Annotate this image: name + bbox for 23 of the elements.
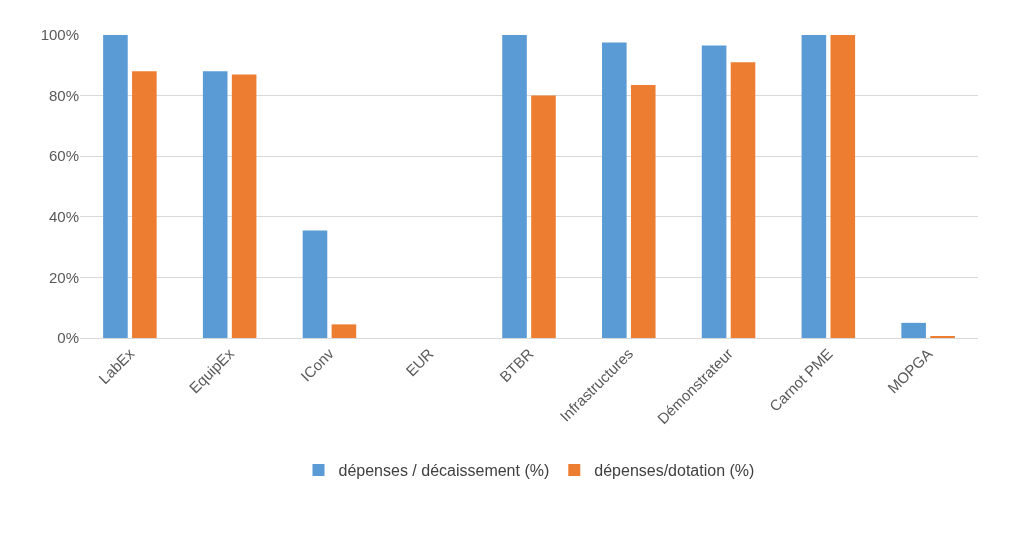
y-tick-label: 60% — [48, 147, 79, 165]
bar — [701, 45, 727, 338]
y-tick-label: 100% — [40, 26, 79, 44]
bar — [231, 74, 257, 338]
legend-label: dépenses/dotation (%) — [594, 462, 755, 480]
bar — [132, 71, 157, 338]
y-tick-label: 0% — [57, 329, 79, 347]
y-tick-label: 20% — [48, 268, 79, 286]
y-tick-label: 40% — [48, 208, 79, 226]
bar — [531, 95, 556, 338]
bar — [602, 42, 627, 338]
bar — [901, 322, 926, 338]
bar — [801, 35, 827, 338]
bar — [830, 35, 856, 338]
y-tick-label: 80% — [48, 86, 79, 104]
bar — [331, 324, 357, 338]
legend-label: dépenses / décaissement (%) — [338, 462, 550, 480]
bar — [730, 62, 756, 338]
bar — [202, 71, 228, 338]
bar — [302, 230, 328, 338]
bar — [103, 35, 128, 338]
bar — [630, 85, 656, 338]
bar — [502, 35, 527, 338]
